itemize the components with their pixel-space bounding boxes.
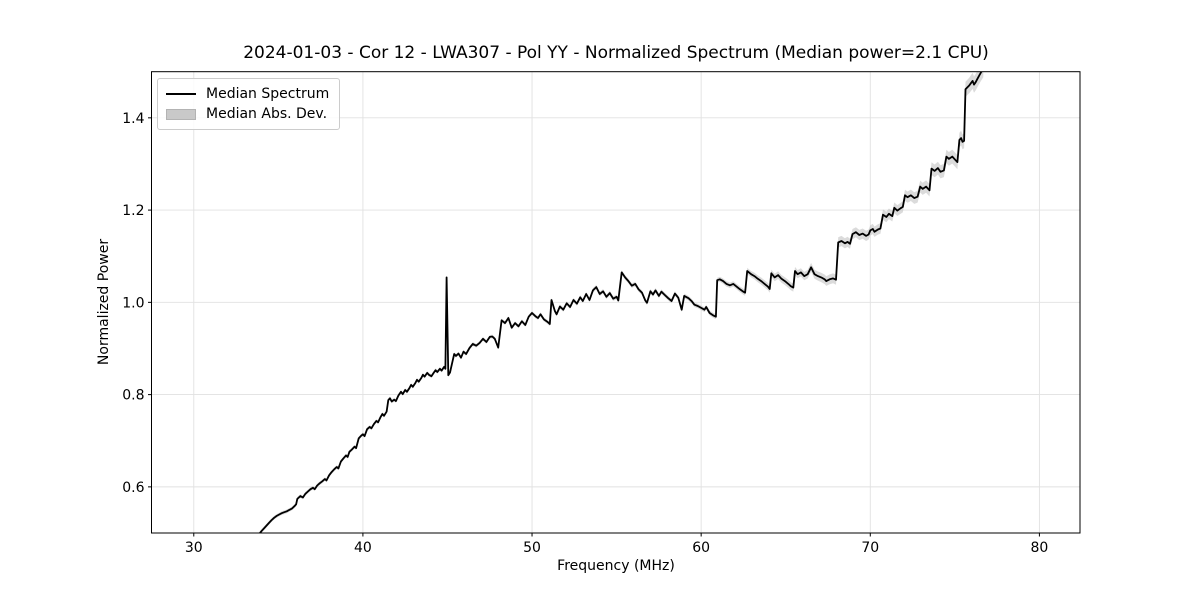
legend-label: Median Spectrum	[206, 85, 330, 102]
legend-label: Median Abs. Dev.	[206, 105, 328, 122]
x-tick-label: 40	[354, 540, 372, 556]
x-tick-label: 80	[1030, 540, 1048, 556]
legend: Median Spectrum Median Abs. Dev.	[157, 78, 341, 130]
legend-patch-swatch	[166, 108, 196, 120]
y-axis-label: Normalized Power	[96, 238, 112, 366]
spectrum-line	[258, 71, 983, 533]
x-tick-label: 50	[523, 540, 541, 556]
y-tick-label: 1.4	[122, 111, 144, 127]
legend-entry-median-spectrum: Median Spectrum	[166, 84, 329, 104]
x-axis-label: Frequency (MHz)	[557, 558, 675, 574]
x-tick-label: 30	[185, 540, 203, 556]
chart-title: 2024-01-03 - Cor 12 - LWA307 - Pol YY - …	[243, 43, 989, 63]
x-tick-label: 60	[692, 540, 710, 556]
y-tick-label: 0.6	[122, 480, 144, 496]
y-tick-label: 0.8	[122, 388, 144, 404]
y-tick-label: 1.2	[122, 203, 144, 219]
x-tick-label: 70	[861, 540, 879, 556]
legend-entry-median-abs-dev: Median Abs. Dev.	[166, 104, 329, 124]
y-tick-label: 1.0	[122, 295, 144, 311]
legend-line-swatch	[166, 93, 196, 95]
mad-band	[258, 71, 984, 533]
